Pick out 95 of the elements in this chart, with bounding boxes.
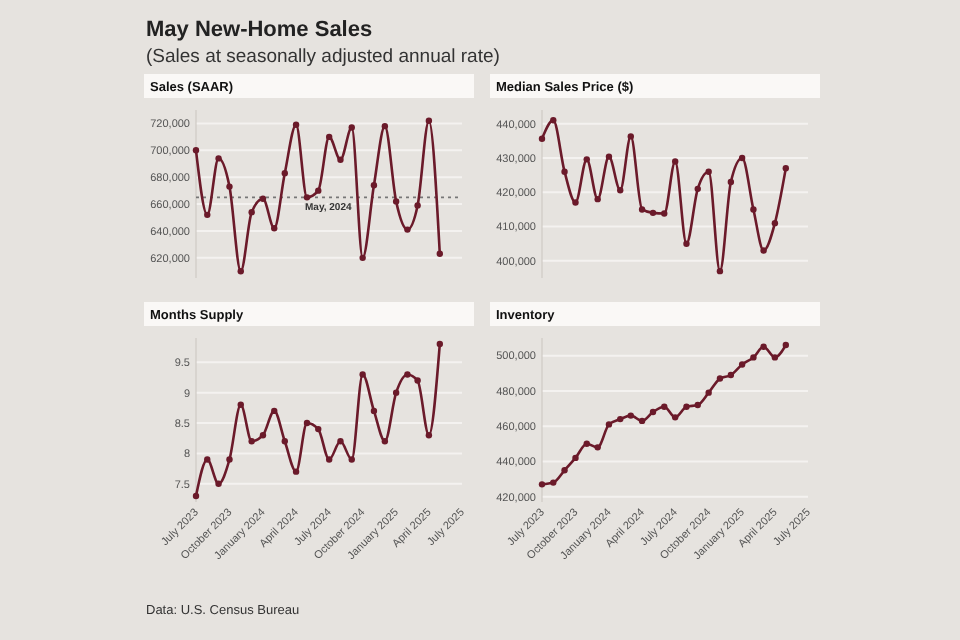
point bbox=[392, 198, 400, 205]
point bbox=[617, 415, 624, 423]
point bbox=[348, 456, 355, 463]
point bbox=[303, 194, 311, 201]
point bbox=[638, 206, 646, 213]
point bbox=[359, 371, 366, 378]
point bbox=[750, 206, 757, 213]
point bbox=[248, 438, 255, 445]
point bbox=[771, 354, 779, 361]
point bbox=[572, 199, 579, 206]
point bbox=[281, 169, 288, 177]
point bbox=[315, 187, 322, 194]
point bbox=[627, 412, 634, 419]
point bbox=[404, 226, 411, 233]
text: May New-Home Sales bbox=[146, 18, 373, 42]
point bbox=[259, 195, 267, 202]
point bbox=[661, 403, 668, 410]
point bbox=[414, 202, 421, 209]
point bbox=[694, 401, 701, 409]
point bbox=[337, 156, 344, 163]
point bbox=[683, 403, 690, 410]
point bbox=[760, 247, 767, 254]
point bbox=[760, 343, 767, 351]
point bbox=[550, 479, 557, 486]
point bbox=[716, 267, 724, 275]
point bbox=[325, 133, 333, 141]
point bbox=[215, 480, 222, 487]
point bbox=[583, 440, 590, 448]
point bbox=[271, 407, 278, 415]
point bbox=[782, 341, 789, 349]
point bbox=[414, 377, 421, 384]
point bbox=[237, 401, 244, 409]
point bbox=[705, 168, 712, 175]
point bbox=[550, 117, 557, 124]
point bbox=[649, 408, 657, 416]
point bbox=[727, 178, 735, 186]
point bbox=[436, 340, 443, 348]
point bbox=[738, 154, 746, 162]
point bbox=[561, 467, 568, 474]
point bbox=[605, 153, 613, 160]
point bbox=[303, 419, 311, 427]
point bbox=[649, 209, 657, 217]
point bbox=[271, 225, 278, 232]
point bbox=[348, 124, 355, 131]
point bbox=[325, 456, 333, 463]
point bbox=[638, 417, 646, 425]
point bbox=[661, 210, 668, 217]
point bbox=[617, 187, 624, 194]
point bbox=[370, 407, 378, 415]
point bbox=[226, 456, 233, 463]
point bbox=[359, 254, 366, 262]
point bbox=[248, 208, 255, 216]
point bbox=[627, 133, 634, 140]
point bbox=[771, 219, 779, 227]
point bbox=[694, 185, 701, 193]
point bbox=[204, 456, 211, 463]
point bbox=[259, 431, 267, 439]
point bbox=[572, 454, 579, 462]
point bbox=[538, 481, 546, 488]
point bbox=[750, 354, 757, 361]
point bbox=[392, 389, 400, 396]
point bbox=[425, 117, 433, 124]
point bbox=[727, 371, 735, 379]
point bbox=[605, 421, 613, 428]
point bbox=[204, 211, 211, 219]
point bbox=[337, 438, 344, 445]
point bbox=[738, 361, 746, 368]
point bbox=[594, 444, 601, 451]
text: (Sales at seasonally adjusted annual rate) bbox=[146, 46, 500, 68]
point bbox=[561, 168, 568, 175]
point bbox=[192, 147, 200, 154]
point bbox=[381, 438, 389, 445]
point bbox=[192, 492, 200, 500]
point bbox=[716, 375, 724, 382]
point bbox=[683, 240, 690, 247]
point bbox=[226, 183, 233, 190]
point bbox=[404, 371, 411, 378]
line-series bbox=[192, 117, 443, 275]
point bbox=[315, 425, 322, 433]
point bbox=[215, 155, 222, 162]
point bbox=[782, 165, 789, 172]
point bbox=[292, 121, 300, 128]
point bbox=[671, 414, 679, 421]
point bbox=[370, 182, 378, 189]
point bbox=[705, 389, 712, 396]
point bbox=[292, 468, 300, 475]
point bbox=[436, 250, 443, 258]
point bbox=[281, 438, 288, 445]
point bbox=[671, 158, 679, 165]
point bbox=[381, 122, 389, 130]
point bbox=[425, 431, 433, 439]
point bbox=[583, 156, 590, 163]
point bbox=[538, 135, 546, 142]
point bbox=[594, 195, 601, 203]
point bbox=[237, 268, 244, 275]
